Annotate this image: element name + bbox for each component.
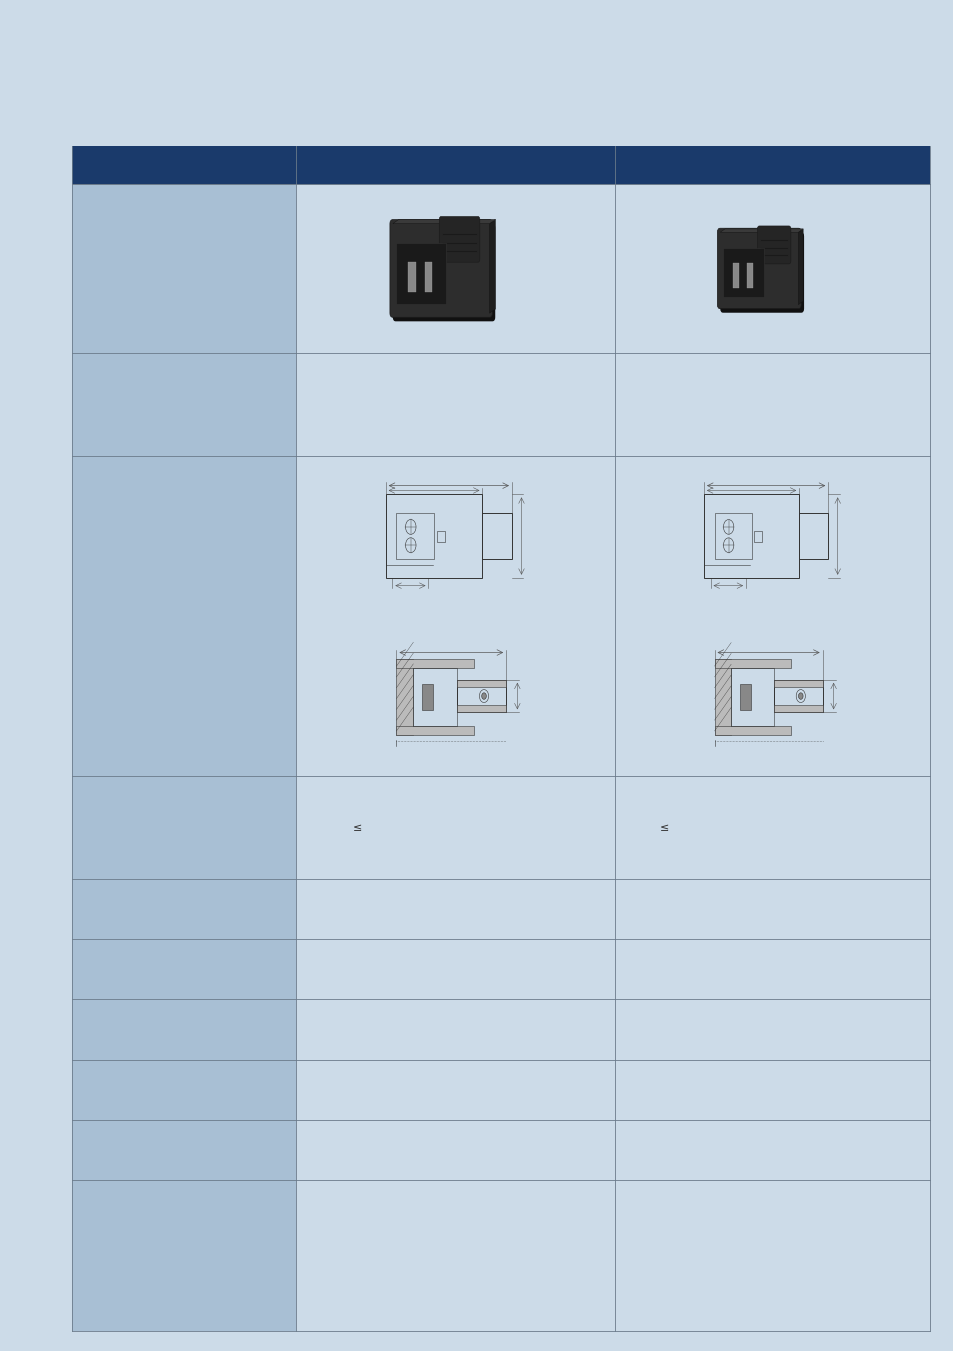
Bar <box>295 880 615 939</box>
Bar <box>714 513 751 559</box>
Bar <box>71 1059 295 1120</box>
Bar <box>739 684 750 709</box>
Bar <box>714 725 790 735</box>
Bar <box>799 513 827 559</box>
Bar <box>295 457 615 775</box>
Bar <box>703 494 799 578</box>
Bar <box>71 1181 295 1331</box>
Bar <box>773 680 821 688</box>
Bar <box>615 880 929 939</box>
FancyBboxPatch shape <box>722 249 763 297</box>
Bar <box>773 705 821 712</box>
FancyBboxPatch shape <box>717 228 801 308</box>
Bar <box>733 263 739 288</box>
Bar <box>71 939 295 1000</box>
Bar <box>615 457 929 775</box>
Circle shape <box>481 693 486 700</box>
Bar <box>295 1120 615 1181</box>
Bar <box>295 184 615 353</box>
Bar <box>615 775 929 880</box>
Bar <box>615 939 929 1000</box>
Polygon shape <box>798 228 802 304</box>
Bar <box>714 659 730 735</box>
Bar <box>615 353 929 457</box>
Bar <box>71 146 929 184</box>
FancyBboxPatch shape <box>395 243 445 304</box>
Bar <box>714 659 790 669</box>
Bar <box>436 531 444 542</box>
Bar <box>71 1120 295 1181</box>
Bar <box>615 1059 929 1120</box>
Bar <box>71 184 295 353</box>
Bar <box>456 705 506 712</box>
FancyBboxPatch shape <box>438 216 479 262</box>
Bar <box>295 1181 615 1331</box>
FancyBboxPatch shape <box>720 232 803 312</box>
Bar <box>396 513 434 559</box>
Bar <box>396 725 474 735</box>
FancyBboxPatch shape <box>390 220 492 317</box>
Bar <box>295 1059 615 1120</box>
Bar <box>408 262 416 292</box>
Bar <box>71 775 295 880</box>
Polygon shape <box>720 228 802 232</box>
Bar <box>295 939 615 1000</box>
Bar <box>746 263 752 288</box>
Bar <box>615 1000 929 1059</box>
Bar <box>754 531 761 542</box>
Bar <box>71 353 295 457</box>
Polygon shape <box>489 219 495 313</box>
Bar <box>421 684 433 709</box>
Bar <box>615 1181 929 1331</box>
Bar <box>295 1000 615 1059</box>
Bar <box>295 775 615 880</box>
FancyBboxPatch shape <box>393 224 495 322</box>
Polygon shape <box>393 219 495 224</box>
Bar <box>456 680 506 712</box>
Circle shape <box>798 693 802 700</box>
Bar <box>482 513 512 559</box>
Bar <box>615 1120 929 1181</box>
Text: ≤: ≤ <box>353 823 362 832</box>
Bar <box>730 669 773 725</box>
FancyBboxPatch shape <box>757 226 790 263</box>
Bar <box>71 1000 295 1059</box>
Text: ≤: ≤ <box>659 823 668 832</box>
Bar <box>424 262 432 292</box>
Bar <box>456 680 506 688</box>
Bar <box>385 494 482 578</box>
Bar <box>396 659 413 735</box>
Bar <box>71 457 295 775</box>
Bar <box>413 669 456 725</box>
Bar <box>71 880 295 939</box>
Bar <box>615 184 929 353</box>
Bar <box>773 680 821 712</box>
Bar <box>295 353 615 457</box>
Bar <box>396 659 474 669</box>
